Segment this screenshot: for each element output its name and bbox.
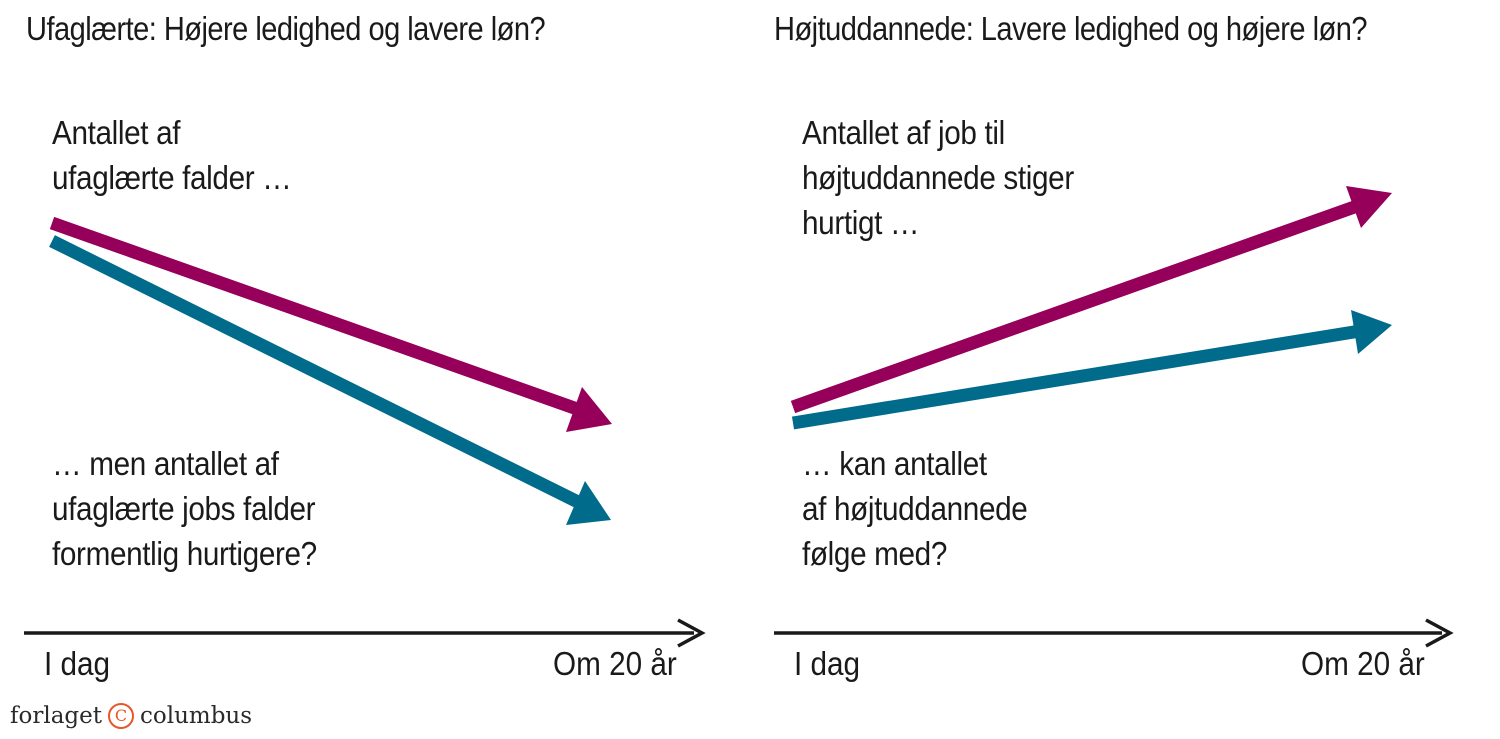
bottom-annotation: … men antallet af ufaglærte jobs falder … xyxy=(52,445,317,572)
top-annotation: Antallet af job til højtuddannede stiger… xyxy=(802,114,1074,241)
time-axis-arrowhead xyxy=(1425,618,1454,648)
axis-start-label: I dag xyxy=(44,645,111,682)
magenta-trend-arrowhead xyxy=(1346,186,1392,228)
top-annotation: Antallet af ufaglærte falder … xyxy=(52,114,292,196)
time-axis-arrowhead xyxy=(677,618,706,648)
arrow-diagram xyxy=(774,186,1454,648)
panel-highly-educated: Højtuddannede: Lavere ledighed og højere… xyxy=(750,0,1500,739)
teal-trend-arrow-shaft xyxy=(791,324,1362,430)
logo-suffix: columbus xyxy=(140,703,253,729)
teal-trend-arrowhead xyxy=(1351,310,1392,354)
arrow-diagram xyxy=(24,216,706,648)
magenta-trend-arrowhead xyxy=(566,387,612,432)
teal-trend-arrowhead xyxy=(566,481,611,525)
panel-title: Højtuddannede: Lavere ledighed og højere… xyxy=(774,10,1367,47)
magenta-trend-arrow-shaft xyxy=(49,216,583,417)
axis-end-label: Om 20 år xyxy=(553,645,677,682)
bottom-annotation: … kan antallet af højtuddannede følge me… xyxy=(802,445,1028,572)
copyright-c-icon: C xyxy=(108,703,134,729)
panel-unskilled: Ufaglærte: Højere ledighed og lavere løn… xyxy=(24,10,706,682)
axis-start-label: I dag xyxy=(794,645,861,682)
teal-trend-arrow-shaft xyxy=(49,235,583,509)
logo-prefix: forlaget xyxy=(10,703,102,729)
panel-title: Ufaglærte: Højere ledighed og lavere løn… xyxy=(26,10,546,47)
axis-end-label: Om 20 år xyxy=(1301,645,1425,682)
publisher-logo: forlaget C columbus xyxy=(10,703,252,729)
magenta-trend-arrow-shaft xyxy=(790,198,1363,414)
